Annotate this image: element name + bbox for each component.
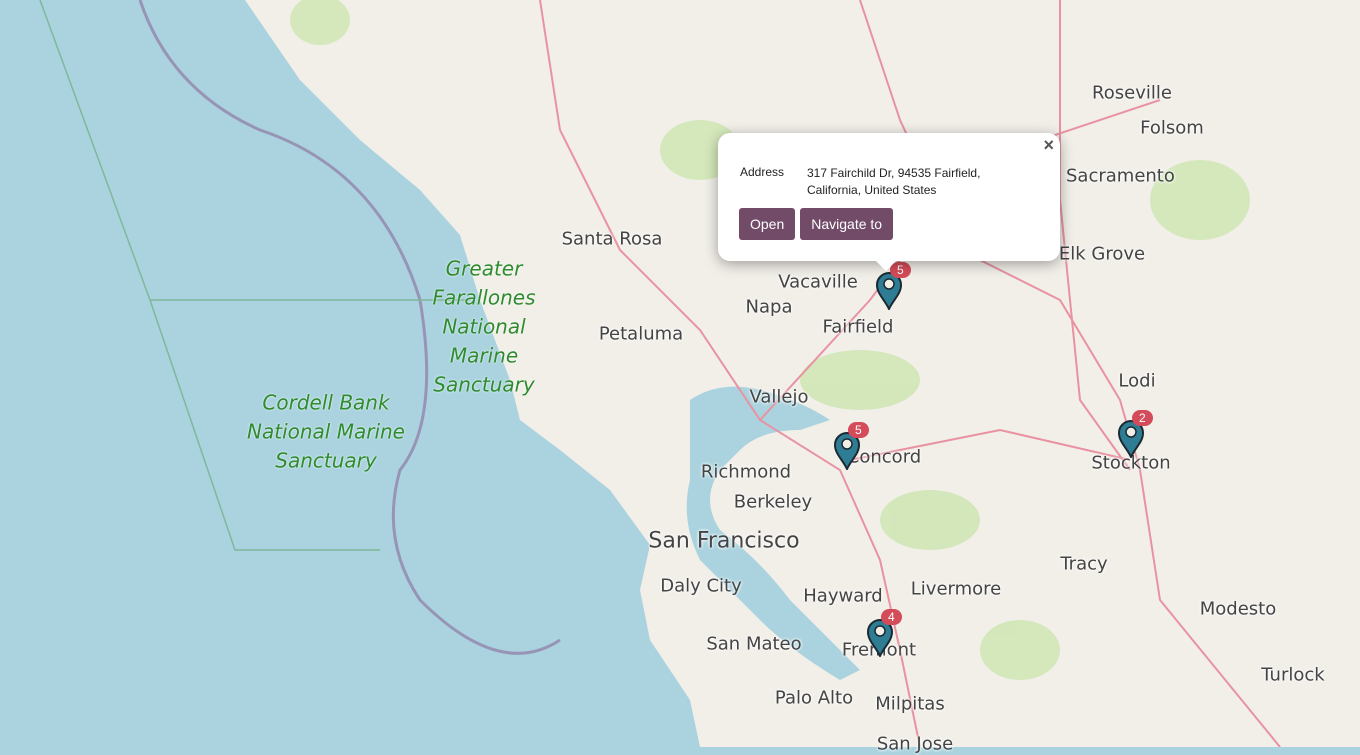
- city-label: Tracy: [1060, 553, 1108, 575]
- map-marker[interactable]: 2: [1116, 410, 1153, 460]
- city-label: Lodi: [1118, 370, 1156, 392]
- map-pin-icon: [866, 619, 894, 659]
- city-label: Daly City: [660, 575, 742, 597]
- city-label: Stockton: [1091, 452, 1171, 474]
- marker-count-badge: 4: [881, 609, 902, 625]
- bay: [686, 386, 860, 680]
- city-label: Modesto: [1199, 598, 1277, 620]
- city-label: Vacaville: [778, 271, 858, 293]
- navigate-to-button[interactable]: Navigate to: [800, 208, 894, 240]
- city-label: Turlock: [1261, 664, 1325, 686]
- address-label: Address: [740, 165, 785, 179]
- city-label: Elk Grove: [1058, 243, 1146, 265]
- city-label: Santa Rosa: [561, 228, 663, 250]
- map-marker[interactable]: 5: [874, 262, 911, 312]
- sanctuary-label-cordell-bank: Cordell Bank National Marine Sanctuary: [247, 390, 405, 473]
- city-label: Berkeley: [733, 491, 813, 513]
- city-label: Fairfield: [822, 316, 894, 338]
- city-label: Petaluma: [598, 323, 684, 345]
- address-value: 317 Fairchild Dr, 94535 Fairfield, Calif…: [807, 166, 981, 197]
- marker-count-badge: 5: [848, 422, 869, 438]
- marker-popup: × Address 317 Fairchild Dr, 94535 Fairfi…: [718, 133, 1060, 271]
- city-label: Sacramento: [1066, 165, 1175, 187]
- city-label: San Francisco: [648, 528, 800, 554]
- city-label: San Jose: [876, 733, 954, 755]
- city-label: Palo Alto: [774, 687, 854, 709]
- city-label: San Mateo: [706, 633, 802, 655]
- address-field: Address 317 Fairchild Dr, 94535 Fairfiel…: [740, 165, 997, 199]
- city-label: Livermore: [910, 578, 1002, 600]
- city-label: Richmond: [700, 461, 792, 483]
- city-label: Milpitas: [875, 693, 945, 715]
- map-pin-icon: [875, 272, 903, 312]
- sanctuary-label-greater-farallones: Greater Farallones National Marine Sanct…: [432, 256, 536, 397]
- open-button[interactable]: Open: [739, 208, 796, 240]
- map-pin-icon: [1117, 420, 1145, 460]
- map-marker[interactable]: 5: [832, 422, 869, 472]
- city-label: Hayward: [803, 585, 883, 607]
- close-icon[interactable]: ×: [1043, 135, 1054, 155]
- city-label: Vallejo: [749, 386, 809, 408]
- map-pin-icon: [833, 432, 861, 472]
- city-label: Roseville: [1092, 82, 1172, 104]
- city-label: Folsom: [1140, 117, 1204, 139]
- map-marker[interactable]: 4: [865, 609, 902, 659]
- city-label: Concord: [846, 446, 922, 468]
- marker-count-badge: 2: [1132, 410, 1153, 426]
- city-label: Napa: [745, 296, 793, 318]
